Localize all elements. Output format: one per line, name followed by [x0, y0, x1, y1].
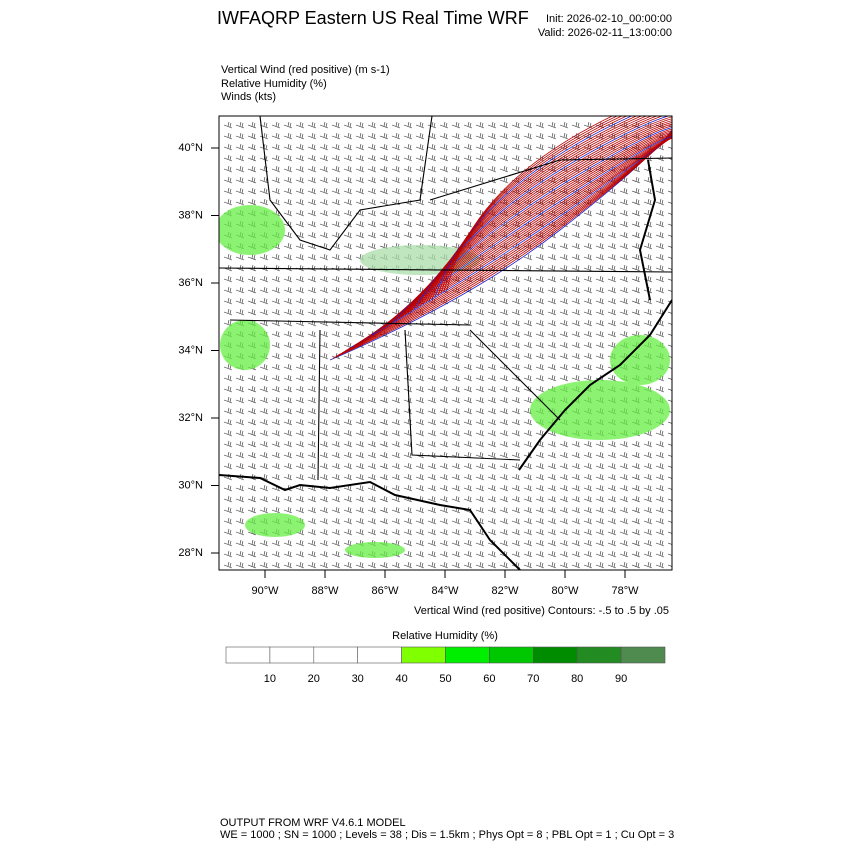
footer: WE = 1000 ; SN = 1000 ; Levels = 38 ; Di… — [220, 829, 674, 841]
colorbar-box — [445, 646, 490, 664]
lat-label: 36°N — [178, 277, 203, 289]
colorbar-label: 30 — [352, 673, 364, 685]
lon-label: 78°W — [611, 585, 639, 597]
lon-label: 84°W — [431, 585, 459, 597]
colorbar-box — [225, 646, 271, 664]
title: IWFAQRP Eastern US Real Time WRF — [217, 8, 529, 28]
map: 40°N 38°N 36°N 34°N 32°N 30°N 28°N 90°W 88°W 86°W… — [178, 115, 673, 597]
colorbar: 10 20 30 40 50 60 70 80 90 — [225, 646, 666, 685]
lat-label: 32°N — [178, 412, 203, 424]
lat-label: 40°N — [178, 142, 203, 154]
colorbar-label: 50 — [439, 673, 451, 685]
field-label: Vertical Wind (red positive) (m s-1) — [221, 64, 390, 76]
colorbar-box — [357, 646, 402, 664]
colorbar-label: 90 — [615, 673, 627, 685]
lat-label: 30°N — [178, 479, 203, 491]
field-label: Relative Humidity (%) — [221, 78, 327, 90]
valid-time: Valid: 2026-02-11_13:00:00 — [538, 27, 672, 39]
colorbar-label: 70 — [527, 673, 539, 685]
lon-label: 80°W — [551, 585, 579, 597]
field-label: Winds (kts) — [221, 91, 276, 103]
lon-label: 86°W — [371, 585, 399, 597]
colorbar-label: 60 — [483, 673, 495, 685]
lat-label: 28°N — [178, 547, 203, 559]
colorbar-box — [532, 646, 578, 664]
lon-label: 88°W — [311, 585, 339, 597]
lat-label: 34°N — [178, 344, 203, 356]
colorbar-label: 40 — [395, 673, 407, 685]
lon-label: 82°W — [491, 585, 519, 597]
colorbar-box — [489, 646, 534, 664]
colorbar-title: Relative Humidity (%) — [392, 630, 498, 642]
colorbar-box — [401, 646, 446, 664]
colorbar-box — [313, 646, 358, 664]
footer: OUTPUT FROM WRF V4.6.1 MODEL — [220, 817, 406, 829]
colorbar-label: 10 — [264, 673, 276, 685]
colorbar-box — [269, 646, 315, 664]
init-time: Init: 2026-02-10_00:00:00 — [546, 13, 672, 25]
lon-label: 90°W — [251, 585, 279, 597]
contour-note: Vertical Wind (red positive) Contours: -… — [414, 605, 669, 617]
colorbar-label: 80 — [571, 673, 583, 685]
colorbar-box — [576, 646, 622, 664]
lat-label: 38°N — [178, 209, 203, 221]
colorbar-box — [620, 646, 666, 664]
colorbar-label: 20 — [308, 673, 320, 685]
